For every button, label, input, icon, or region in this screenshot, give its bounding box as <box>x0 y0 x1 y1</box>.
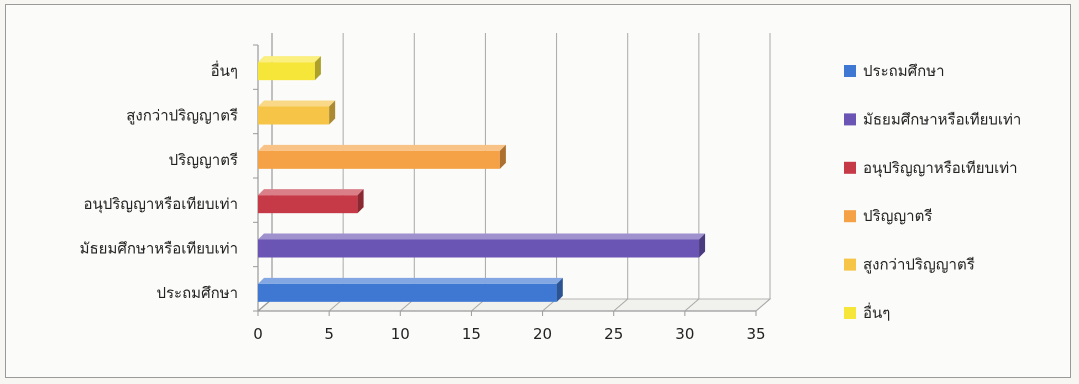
gridline-floor <box>684 298 700 312</box>
legend-label: ปริญญาตรี <box>863 207 932 225</box>
bar-side <box>499 144 506 169</box>
x-tick-label: 20 <box>533 325 552 343</box>
bar-front <box>258 195 358 214</box>
bar <box>258 277 563 302</box>
legend-label: ประถมศึกษา <box>863 62 945 80</box>
category-labels: ประถมศึกษา มัธยมศึกษาหรือเทียบเท่า อนุปริญ… <box>80 60 238 302</box>
x-tick-label: 5 <box>324 325 334 343</box>
bar <box>258 144 506 169</box>
legend: ประถมศึกษามัธยมศึกษาหรือเทียบเท่าอนุปริญ… <box>844 62 1021 322</box>
x-tick-label: 15 <box>462 325 481 343</box>
x-tick-label: 25 <box>604 325 623 343</box>
bar <box>258 100 336 125</box>
bar-front <box>258 62 315 81</box>
bar-side <box>699 233 706 258</box>
bar-top <box>258 233 706 240</box>
gridline-floor <box>755 298 771 312</box>
legend-label: อนุปริญญาหรือเทียบเท่า <box>863 159 1018 178</box>
category-label: ปริญญาตรี <box>169 151 238 169</box>
bar-side <box>314 56 321 81</box>
category-label: มัธยมศึกษาหรือเทียบเท่า <box>80 240 238 258</box>
bar-front <box>258 150 500 169</box>
grid <box>253 33 772 316</box>
bar-top <box>258 144 506 151</box>
bar-front <box>258 106 330 125</box>
legend-label: สูงกว่าปริญญาตรี <box>863 256 975 274</box>
legend-item: อื่นๆ <box>844 302 890 322</box>
bars <box>258 56 706 302</box>
legend-item: ประถมศึกษา <box>844 62 945 80</box>
bar-chart: ประถมศึกษามัธยมศึกษาหรือเทียบเท่าอนุปริญ… <box>80 33 1021 343</box>
bar <box>258 56 321 81</box>
legend-label: มัธยมศึกษาหรือเทียบเท่า <box>863 110 1021 128</box>
bar-side <box>329 100 336 125</box>
gridline-floor <box>613 298 629 312</box>
legend-swatch <box>844 210 856 223</box>
x-tick-label: 10 <box>391 325 410 343</box>
bar-side <box>556 277 563 302</box>
category-label: ประถมศึกษา <box>156 284 238 302</box>
legend-item: ปริญญาตรี <box>844 207 932 225</box>
legend-item: อนุปริญญาหรือเทียบเท่า <box>844 159 1018 178</box>
legend-swatch <box>844 307 856 319</box>
category-label: สูงกว่าปริญญาตรี <box>126 107 238 125</box>
legend-item: สูงกว่าปริญญาตรี <box>844 256 975 274</box>
legend-swatch <box>844 65 856 77</box>
legend-swatch <box>844 161 856 174</box>
bar-front <box>258 283 557 302</box>
category-label: อนุปริญญาหรือเทียบเท่า <box>83 195 238 214</box>
x-tick-label: 0 <box>253 325 263 343</box>
x-tick-label: 35 <box>746 325 765 343</box>
legend-item: มัธยมศึกษาหรือเทียบเท่า <box>844 110 1021 128</box>
legend-swatch <box>844 258 856 271</box>
bar-front <box>258 239 700 258</box>
legend-swatch <box>844 113 856 126</box>
x-tick-labels: 0 5 10 15 20 25 30 35 <box>253 325 765 343</box>
bar <box>258 189 364 214</box>
bar-side <box>357 189 364 214</box>
bar <box>258 233 706 258</box>
x-tick-label: 30 <box>675 325 694 343</box>
bar-top <box>258 100 336 107</box>
bar-top <box>258 56 321 63</box>
legend-label: อื่นๆ <box>863 302 890 322</box>
bar-top <box>258 277 563 284</box>
chart-frame: ประถมศึกษา มัธยมศึกษาหรือเทียบเท่า อนุปริญ… <box>5 4 1071 378</box>
category-label: อื่นๆ <box>211 60 238 80</box>
bar-top <box>258 189 364 196</box>
